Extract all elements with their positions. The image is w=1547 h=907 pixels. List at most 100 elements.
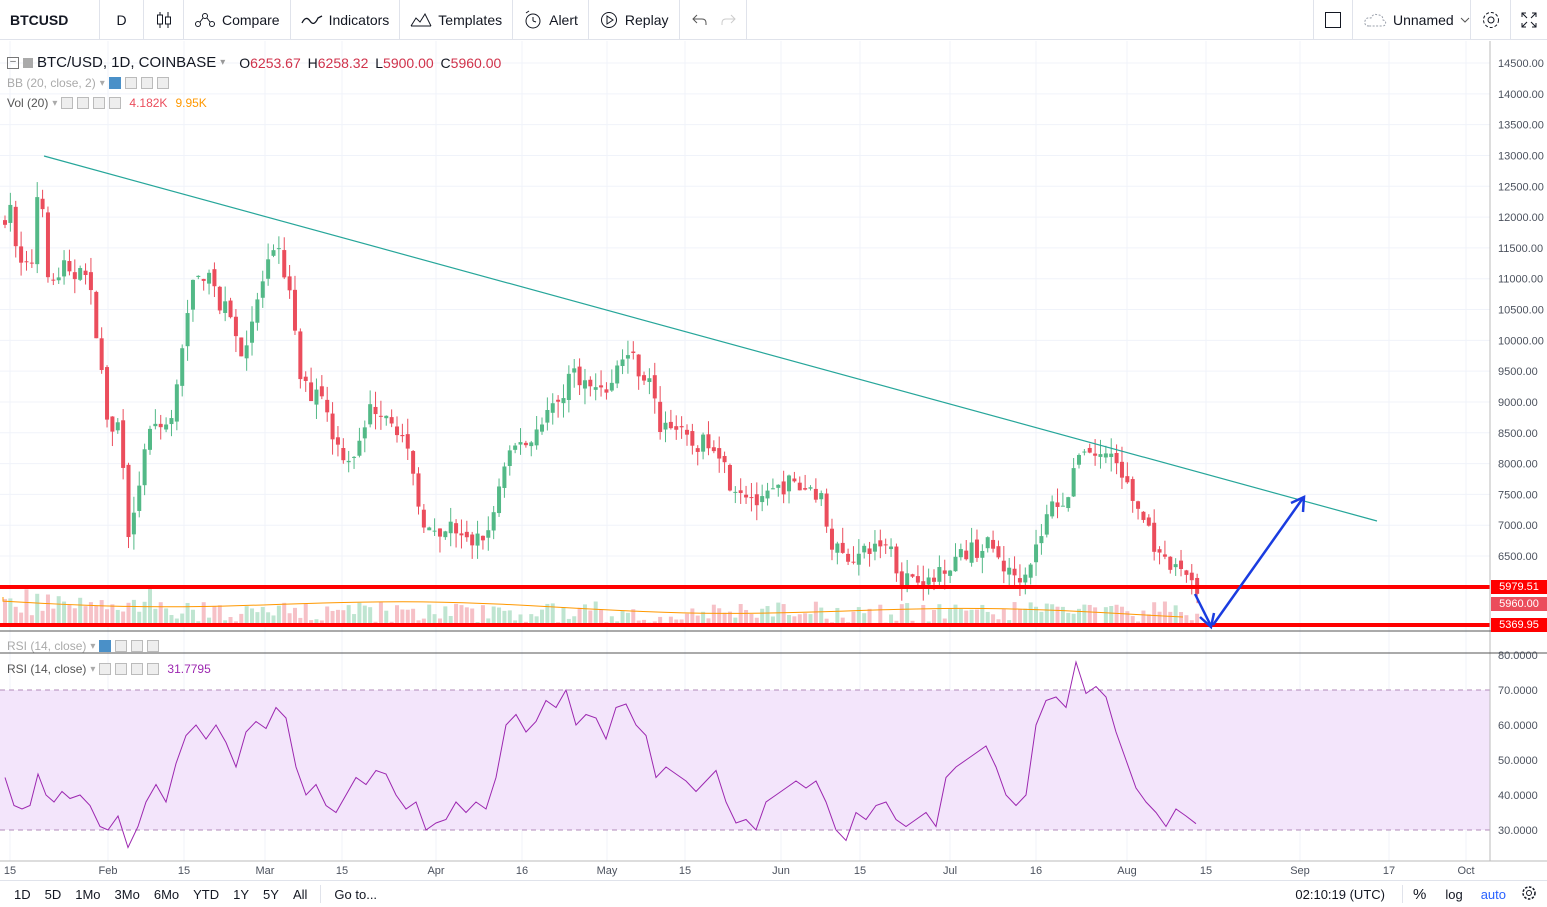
candle-body — [244, 345, 249, 359]
volume-bar — [1087, 604, 1092, 627]
templates-button[interactable]: Templates — [400, 0, 514, 40]
candle-body — [470, 534, 475, 546]
chart-type-button[interactable] — [144, 0, 184, 40]
percent-toggle[interactable]: % — [1412, 885, 1427, 903]
candle-body — [690, 431, 695, 446]
log-toggle[interactable]: log — [1445, 886, 1463, 902]
visibility-icon[interactable] — [108, 77, 121, 89]
time-tick-label: 15 — [854, 865, 866, 877]
candle-body — [40, 198, 45, 210]
candle-body — [1184, 570, 1189, 575]
price-chart[interactable]: 14500.00 14000.00 13500.00 13000.00 12500.00… — [0, 41, 1547, 880]
volume-bar — [491, 606, 496, 627]
settings-icon[interactable] — [77, 97, 90, 109]
fullscreen-toggle[interactable] — [1313, 0, 1353, 40]
candle-body — [212, 269, 217, 287]
volume-bar — [760, 608, 765, 627]
candle-body — [862, 545, 867, 553]
volume-bar — [889, 614, 894, 627]
candle-body — [577, 366, 582, 386]
chevron-down-icon[interactable]: ▾ — [90, 663, 96, 675]
price-tick-label: 12500.00 — [1498, 181, 1544, 193]
close-icon[interactable] — [156, 77, 169, 89]
auto-toggle[interactable]: auto — [1480, 886, 1506, 902]
volume-bar — [695, 615, 700, 627]
range-6mo[interactable]: 6Mo — [153, 886, 180, 902]
candle-body — [448, 521, 453, 534]
candle-body — [83, 270, 88, 276]
volume-bar — [540, 609, 544, 627]
candle-body — [566, 373, 571, 400]
collapse-icon[interactable]: – — [7, 56, 19, 69]
volume-bar — [1130, 616, 1135, 627]
visibility-icon[interactable] — [61, 97, 74, 109]
source-icon[interactable] — [140, 77, 153, 89]
range-1y[interactable]: 1Y — [233, 886, 250, 902]
redo-button[interactable] — [714, 0, 747, 40]
candle-body — [824, 493, 829, 527]
candle-body — [1082, 451, 1087, 453]
series-title: BTC/USD, 1D, COINBASE — [37, 54, 217, 71]
range-5d[interactable]: 5D — [44, 886, 62, 902]
close-icon[interactable] — [147, 640, 160, 652]
expand-button[interactable] — [1511, 0, 1547, 40]
candle-body — [292, 289, 297, 331]
indicators-button[interactable]: Indicators — [291, 0, 401, 40]
chevron-down-icon[interactable]: ▾ — [90, 640, 96, 652]
volume-bar — [545, 603, 550, 627]
close-icon[interactable] — [109, 97, 122, 109]
indicators-icon — [301, 13, 323, 27]
visibility-icon[interactable] — [99, 663, 112, 675]
volume-bar — [1023, 608, 1028, 627]
range-1mo[interactable]: 1Mo — [75, 886, 101, 902]
replay-button[interactable]: Replay — [589, 0, 680, 40]
range-all[interactable]: All — [292, 886, 308, 902]
volume-bar — [432, 614, 437, 627]
volume-bar — [1060, 606, 1065, 627]
candle-body — [738, 490, 743, 494]
candle-body — [174, 384, 179, 422]
range-5y[interactable]: 5Y — [263, 886, 279, 902]
volume-bar — [620, 611, 625, 627]
compare-button[interactable]: Compare — [184, 0, 291, 40]
source-icon[interactable] — [131, 663, 144, 675]
chart-area[interactable]: 14500.00 14000.00 13500.00 13000.00 12500.00… — [0, 41, 1547, 880]
volume-bar — [437, 618, 442, 627]
price-tick-label: 10500.00 — [1498, 305, 1544, 317]
candle-body — [475, 533, 480, 546]
close-icon[interactable] — [147, 663, 160, 675]
source-icon[interactable] — [131, 640, 144, 652]
chevron-down-icon[interactable]: ▾ — [52, 97, 58, 109]
volume-bar — [174, 618, 179, 627]
chevron-down-icon[interactable]: ▾ — [220, 57, 226, 68]
volume-bar — [24, 589, 29, 627]
settings-icon — [1521, 885, 1537, 904]
goto-button[interactable]: Go to... — [334, 886, 378, 902]
candle-body — [797, 482, 802, 491]
visibility-icon[interactable] — [99, 640, 112, 652]
range-ytd[interactable]: YTD — [193, 886, 220, 902]
range-3mo[interactable]: 3Mo — [114, 886, 140, 902]
candle-body — [464, 531, 469, 538]
chevron-down-icon[interactable]: ▾ — [99, 77, 105, 89]
volume-bar — [684, 613, 689, 627]
symbol-search[interactable]: BTCUSD — [0, 0, 100, 40]
range-1d[interactable]: 1D — [14, 886, 31, 902]
settings-icon[interactable] — [115, 640, 128, 652]
settings-icon[interactable] — [124, 77, 137, 89]
settings-button[interactable] — [1471, 0, 1511, 40]
candle-body — [835, 543, 840, 553]
volume-bar — [690, 608, 695, 627]
volume-bar — [19, 612, 24, 627]
source-icon[interactable] — [93, 97, 106, 109]
undo-button[interactable] — [680, 0, 714, 40]
settings-icon[interactable] — [115, 663, 128, 675]
candle-body — [529, 442, 534, 447]
ohlc-values: O6253.67 H6258.32 L5900.00 C5960.00 — [239, 55, 501, 71]
interval-button[interactable]: D — [100, 0, 144, 40]
price-tick-label: 12000.00 — [1498, 212, 1544, 224]
settings-button[interactable] — [1515, 885, 1547, 904]
candle-body — [803, 488, 808, 490]
layout-name-button[interactable]: Unnamed — [1353, 0, 1471, 40]
alert-button[interactable]: Alert — [513, 0, 589, 40]
